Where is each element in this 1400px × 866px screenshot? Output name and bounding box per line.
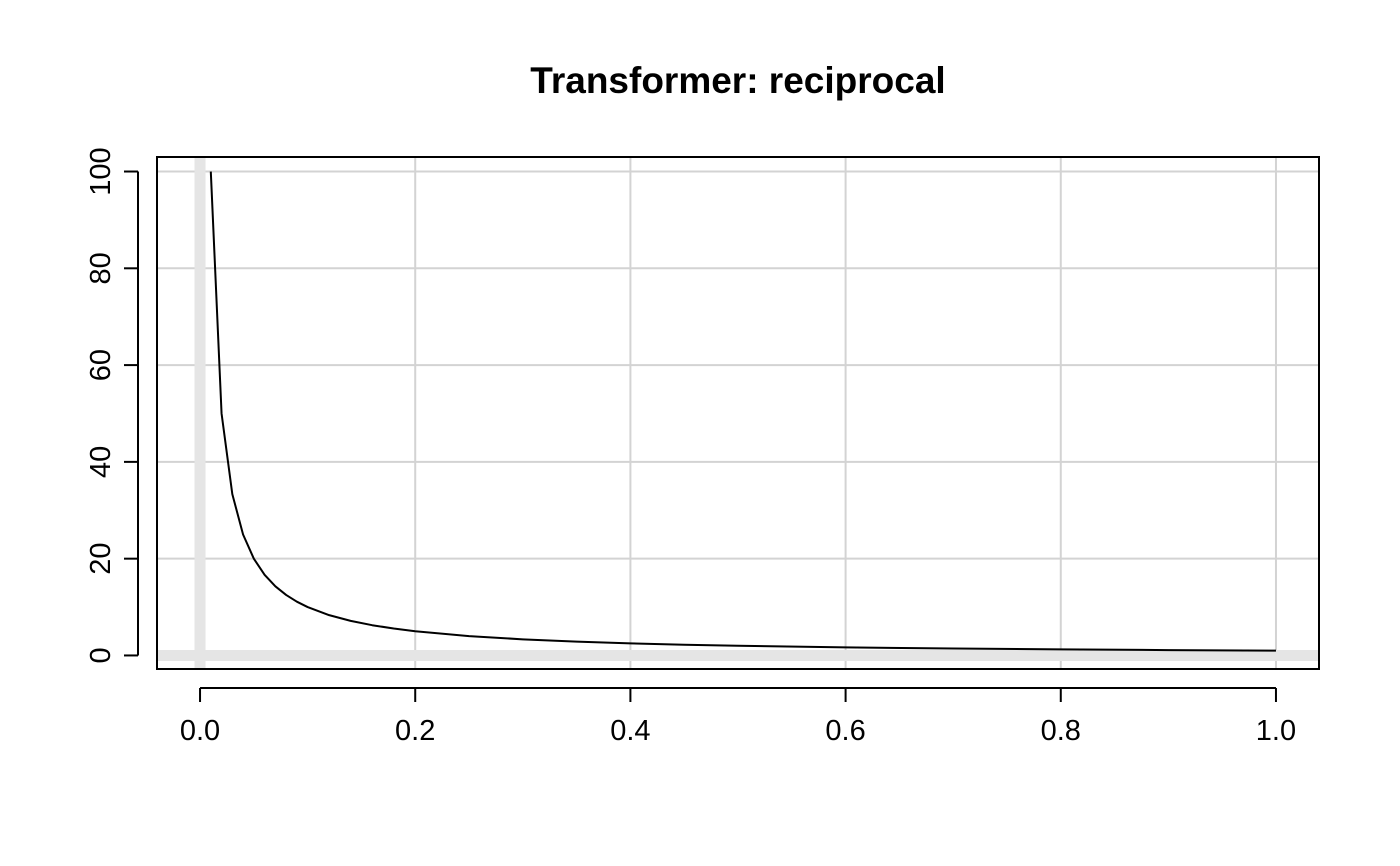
y-tick-label: 40 [85,446,117,478]
y-tick-label: 60 [85,349,117,381]
series-line [209,171,1276,652]
plot-frame [156,156,1320,670]
chart-title: Transformer: reciprocal [530,60,945,101]
y-tick-label: 20 [85,543,117,575]
series-layer [209,171,1276,652]
x-tick-label: 0.6 [825,715,865,747]
y-axis: 0 20 40 60 80 100 [85,147,139,664]
x-tick-label: 0.2 [395,715,435,747]
x-axis: 0.0 0.2 0.4 0.6 0.8 1.0 [180,687,1296,747]
y-tick-label: 0 [85,647,117,663]
y-tick-label: 80 [85,252,117,284]
x-tick-label: 0.4 [610,715,650,747]
y-tick-label: 100 [85,147,117,195]
x-tick-label: 0.8 [1041,715,1081,747]
x-tick-label: 1.0 [1256,715,1296,747]
grid-lines [157,157,1319,669]
reference-lines [157,157,1319,669]
x-tick-label: 0.0 [180,715,220,747]
